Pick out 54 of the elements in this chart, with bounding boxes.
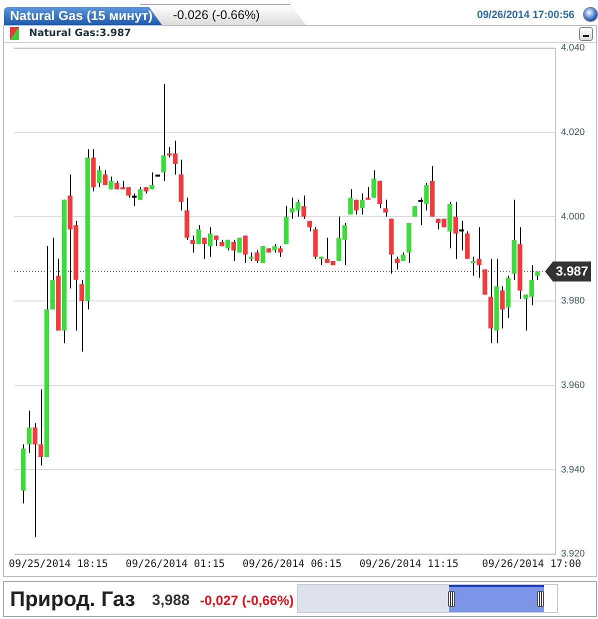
text: -0,027 (-0,66%) bbox=[200, 593, 294, 609]
candlestick bbox=[190, 235, 196, 254]
candlestick bbox=[372, 170, 376, 198]
chart-subtitle: Natural Gas:3.987 bbox=[29, 27, 132, 40]
candlestick bbox=[214, 235, 218, 247]
candlestick bbox=[394, 256, 400, 270]
candlestick bbox=[150, 172, 154, 190]
candlestick bbox=[348, 188, 353, 216]
candlestick bbox=[102, 170, 108, 186]
x-tick-label: 09/26/2014 01:15 bbox=[126, 558, 225, 570]
candlestick bbox=[260, 246, 266, 264]
y-tick-label: 3.960 bbox=[561, 380, 585, 391]
x-tick-label: 09/26/2014 11:15 bbox=[359, 558, 459, 570]
candlestick bbox=[500, 286, 505, 329]
candlestick bbox=[476, 226, 482, 278]
y-tick-label: 3.940 bbox=[561, 464, 585, 476]
ref-line-label: 3.987 bbox=[556, 264, 588, 279]
candlestick bbox=[108, 176, 114, 190]
candlestick bbox=[470, 256, 476, 276]
x-tick-label: 09/26/2014 17:00 bbox=[482, 558, 582, 570]
candlestick bbox=[377, 180, 382, 209]
candlestick bbox=[360, 192, 365, 216]
y-tick-label: 3.920 bbox=[561, 548, 585, 560]
text: Природ. Газ bbox=[10, 588, 136, 611]
candlestick bbox=[231, 239, 236, 262]
candlestick bbox=[354, 199, 359, 216]
candlestick bbox=[196, 224, 201, 245]
chart-title: Natural Gas (15 минут) bbox=[10, 8, 153, 23]
text: 09/26/2014 17:00:56 bbox=[477, 9, 574, 22]
text: -0.026 (-0.66%) bbox=[173, 8, 260, 23]
candlestick bbox=[38, 389, 44, 466]
candlestick bbox=[418, 197, 423, 226]
candlestick bbox=[208, 226, 213, 258]
y-tick-label: 3.980 bbox=[561, 296, 585, 307]
candlestick bbox=[132, 192, 137, 207]
y-tick-label: 4.020 bbox=[561, 126, 585, 138]
candlestick bbox=[32, 422, 38, 538]
candlestick bbox=[254, 250, 260, 264]
candlestick bbox=[459, 220, 464, 251]
candlestick bbox=[202, 237, 207, 260]
candlestick bbox=[161, 83, 166, 182]
candlestick bbox=[96, 166, 102, 188]
x-tick-label: 09/26/2014 06:15 bbox=[242, 558, 342, 570]
y-tick-label: 4.000 bbox=[561, 211, 585, 222]
candlestick bbox=[26, 410, 32, 454]
text: 3,988 bbox=[152, 592, 190, 609]
y-tick-label: 4.040 bbox=[561, 42, 585, 54]
candlestick bbox=[366, 186, 370, 200]
x-tick-label: 09/25/2014 18:15 bbox=[8, 558, 108, 570]
candlestick bbox=[301, 195, 306, 220]
candlestick bbox=[278, 246, 283, 258]
candlestick bbox=[383, 199, 388, 218]
candlestick bbox=[79, 279, 84, 352]
candlestick bbox=[243, 235, 248, 264]
